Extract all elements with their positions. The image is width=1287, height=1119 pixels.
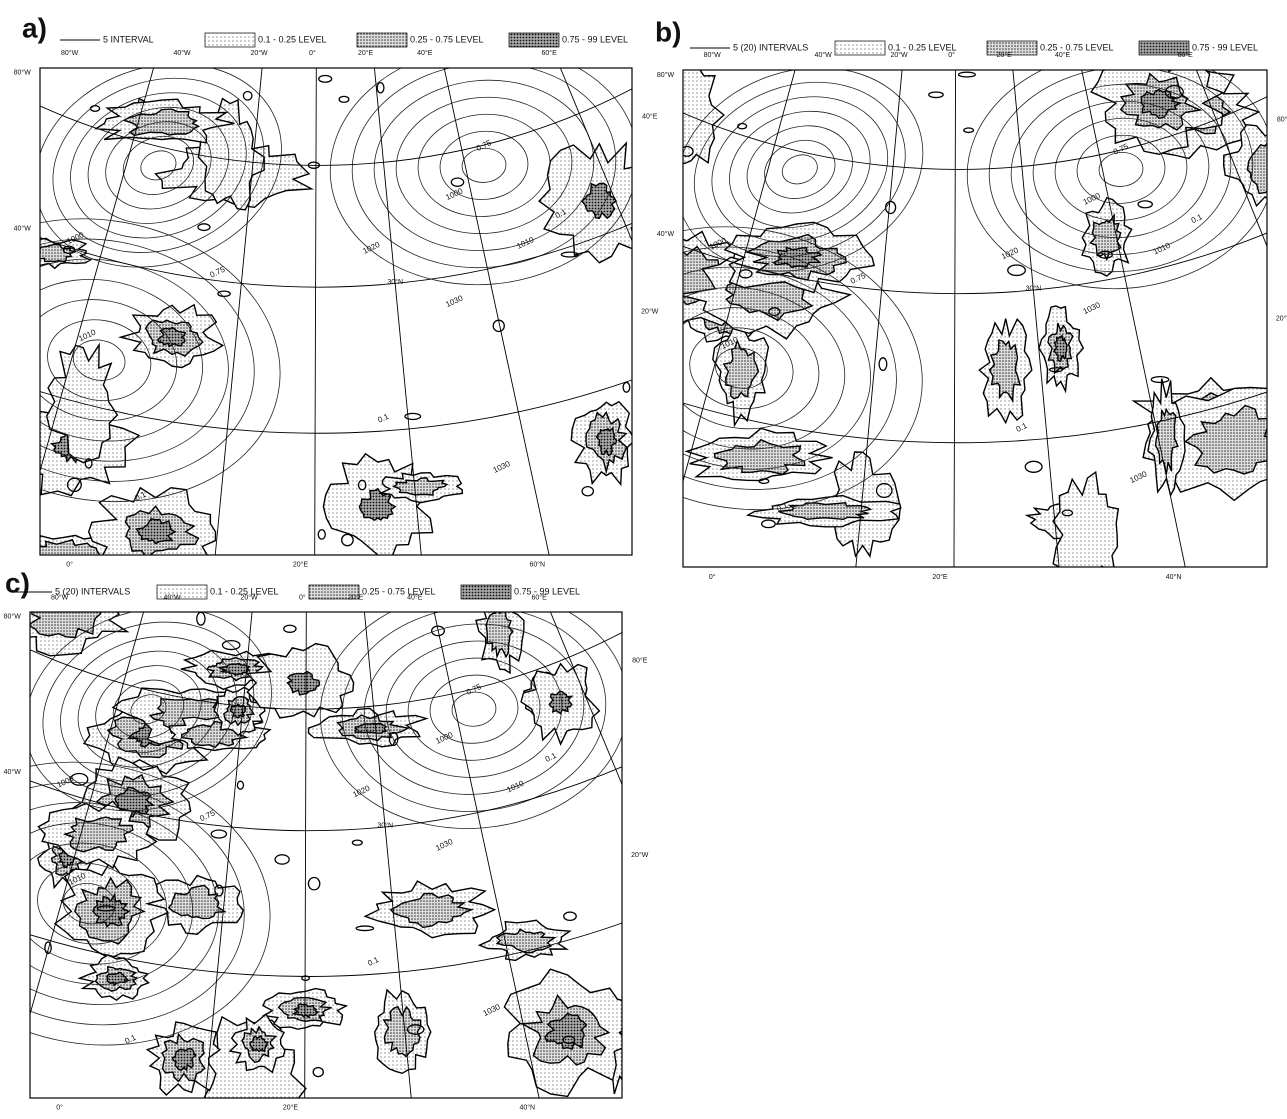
panel-label: c) — [5, 567, 30, 598]
graticule-label: 40°W — [815, 51, 833, 59]
graticule-label: 80°E — [1277, 116, 1287, 124]
legend-text: 0.75 - 99 LEVEL — [1192, 42, 1258, 52]
legend-swatch — [987, 41, 1037, 55]
graticule-label: 0° — [309, 49, 316, 57]
graticule-label: 80°W — [61, 49, 79, 57]
graticule-label: 60°E — [1178, 51, 1194, 59]
graticule-label: 20°W — [1276, 314, 1287, 322]
graticule-label: 40°W — [14, 225, 32, 233]
graticule-label: 20°E — [358, 49, 374, 57]
legend-text: 0.75 - 99 LEVEL — [514, 586, 580, 596]
graticule-label: 40°E — [417, 49, 433, 57]
legend-swatch — [357, 33, 407, 47]
graticule-label: 20°E — [348, 593, 364, 601]
legend-text: 0.75 - 99 LEVEL — [562, 34, 628, 44]
graticule-label: 80°W — [4, 613, 22, 621]
graticule-label: 40°W — [173, 49, 191, 57]
legend-text: 0.1 - 0.25 LEVEL — [888, 42, 957, 52]
legend-text: 0.25 - 0.75 LEVEL — [410, 34, 484, 44]
graticule-label: 80°W — [51, 593, 69, 601]
panel-label: b) — [655, 16, 681, 47]
figure: a) 5 INTERVAL 0.1 - 0.25 LEVEL 0.25 - 0.75 … — [0, 0, 1287, 1119]
legend-text: 5 INTERVAL — [103, 34, 154, 44]
graticule-label: 20°E — [293, 561, 309, 569]
graticule-label: 0° — [948, 51, 955, 59]
panel-label: a) — [22, 12, 47, 43]
graticule-label: 80°W — [704, 51, 722, 59]
legend-swatch — [835, 41, 885, 55]
graticule-label: 80°W — [657, 71, 675, 79]
graticule-label: 0° — [66, 561, 73, 569]
graticule-label: 20°W — [890, 51, 908, 59]
legend-swatch — [509, 33, 559, 47]
graticule-label: 20°W — [250, 49, 268, 57]
graticule-label: 40°E — [1055, 51, 1071, 59]
legend-swatch — [461, 585, 511, 599]
graticule-label: 40°N — [519, 1104, 535, 1112]
graticule-label: 20°E — [932, 573, 948, 581]
graticule-label: 40°E — [407, 593, 423, 601]
precip-area — [173, 1049, 196, 1071]
graticule-label: 30°N — [377, 822, 393, 830]
graticule-label: 80°E — [632, 656, 648, 664]
graticule-label: 20°W — [631, 851, 649, 859]
graticule-label: 20°E — [283, 1104, 299, 1112]
graticule-label: 30°N — [1026, 285, 1042, 293]
graticule-label: 0° — [709, 573, 716, 581]
graticule-label: 40°E — [642, 113, 658, 121]
legend-text: 5 (20) INTERVALS — [733, 42, 808, 52]
graticule-label: 40°N — [1166, 573, 1182, 581]
graticule-label: 0° — [299, 593, 306, 601]
precip-area — [28, 540, 100, 566]
graticule-label: 40°W — [163, 593, 181, 601]
graticule-label: 20°E — [997, 51, 1013, 59]
graticule-label: 60°N — [529, 561, 545, 569]
legend-text: 0.1 - 0.25 LEVEL — [258, 34, 327, 44]
graticule-label: 80°W — [14, 69, 32, 77]
graticule-label: 20°W — [240, 593, 258, 601]
graticule-label: 20°W — [641, 307, 659, 315]
graticule-label: 60°E — [541, 49, 557, 57]
legend-swatch — [205, 33, 255, 47]
graticule-label: 30°N — [387, 278, 403, 286]
graticule-label: 40°W — [657, 230, 675, 238]
legend-text: 0.25 - 0.75 LEVEL — [362, 586, 436, 596]
legend-text: 0.25 - 0.75 LEVEL — [1040, 42, 1114, 52]
graticule-label: 40°W — [4, 768, 22, 776]
graticule-label: 60°E — [531, 593, 547, 601]
graticule-label: 0° — [56, 1104, 63, 1112]
